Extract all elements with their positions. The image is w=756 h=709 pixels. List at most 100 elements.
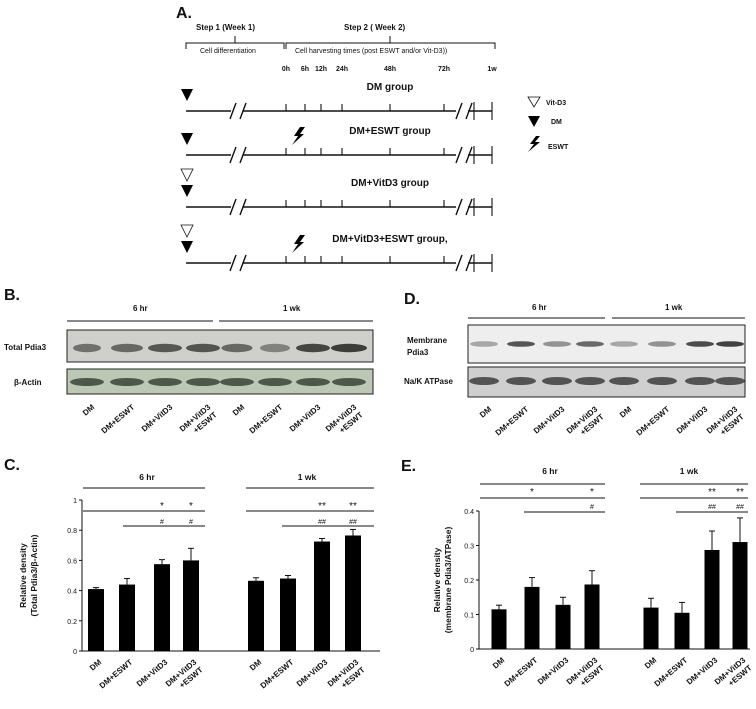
step2-label: Step 2 ( Week 2) — [344, 23, 406, 32]
filled-triangle-icon — [181, 89, 193, 101]
blot-band-pdia3 — [73, 343, 101, 353]
step2-bracket — [285, 36, 496, 49]
x-tick-label-line: DM — [88, 657, 104, 672]
step1-bracket — [185, 36, 285, 49]
lane-label-line: DM+VitD3 — [675, 404, 710, 435]
group-label: DM+VitD3+ESWT group, — [332, 234, 448, 245]
bar — [674, 612, 690, 649]
timepoint-label: 1w — [487, 66, 497, 73]
significance-hash: ## — [736, 504, 744, 511]
y-tick-label: 0 — [470, 647, 474, 654]
open-triangle-icon — [180, 168, 194, 182]
panel-e: E. 0 0.1 0.2 0.3 0.4 Relative density(membran… — [401, 458, 754, 694]
axis-break-mark — [239, 146, 247, 164]
y-tick-label: 1 — [73, 498, 77, 505]
axis-break-mark — [465, 254, 473, 272]
blot-band-atpase — [542, 377, 572, 385]
blot-b-row-label-pdia3: Total Pdia3 — [4, 343, 47, 352]
period-label: 1 wk — [680, 466, 699, 476]
lane-label: DM+VitD3+ESWT — [565, 404, 606, 443]
panel-b: B. 6 hr 1 wk Total Pdia3 β-Actin DM DM+ES… — [4, 287, 374, 441]
significance-hash: # — [590, 504, 594, 511]
x-tick-label: DM+VitD3 — [295, 657, 330, 688]
x-tick-label: DM+VitD3+ESWT — [713, 655, 754, 694]
y-tick-label: 0.8 — [67, 528, 77, 535]
harvesting-label: Cell harvesting times (post ESWT and/or … — [295, 48, 447, 55]
blot-d-bands — [469, 341, 745, 385]
blot-band-pdia3 — [716, 341, 744, 347]
significance-star: ** — [318, 501, 326, 512]
blot-band-atpase — [469, 377, 499, 385]
axis-break-mark — [229, 254, 237, 272]
blot-band-pdia3 — [148, 343, 182, 353]
lightning-icon — [528, 136, 540, 152]
y-tick-label: 0.6 — [67, 558, 77, 565]
blot-band-pdia3 — [111, 343, 143, 353]
blot-band-pdia3 — [296, 343, 330, 353]
panel-b-label: B. — [4, 287, 20, 304]
timepoint-label: 0h — [282, 66, 290, 73]
filled-triangle-icon — [181, 241, 193, 253]
lane-label-line: DM+ESWT — [494, 405, 531, 438]
period-label: 6 hr — [542, 466, 558, 476]
group-label: DM+VitD3 group — [351, 178, 429, 189]
x-tick-label: DM+VitD3+ESWT — [164, 657, 205, 696]
y-axis-label-line: Relative density — [18, 543, 28, 608]
axis-break-mark — [455, 146, 463, 164]
significance-hash: # — [160, 519, 164, 526]
bar — [248, 580, 264, 651]
lane-label: DM+ESWT — [248, 403, 285, 436]
y-axis-label-line: (membrane Pdia3/ATPase) — [443, 527, 453, 634]
blot-band-pdia3 — [507, 341, 535, 347]
timepoint-labels: 0h 6h 12h 24h 48h 72h 1w — [282, 66, 497, 73]
axis-break-mark — [455, 254, 463, 272]
axis-break-mark — [239, 198, 247, 216]
lane-label: DM+VitD3 — [532, 404, 567, 435]
panel-c: C. 0 0.2 0.4 0.6 0.8 1 Relative density(Total … — [4, 457, 380, 696]
lane-label-line: DM+VitD3 — [532, 404, 567, 435]
panel-c-label: C. — [4, 457, 20, 474]
lightning-icon — [292, 235, 305, 253]
blot-band-pdia3 — [648, 341, 676, 347]
filled-triangle-icon — [181, 133, 193, 145]
blot-band-atpase — [609, 377, 639, 385]
lane-label: DM — [618, 404, 634, 419]
blot-d-row-label-pdia3: Membrane Pdia3 — [407, 336, 449, 357]
group-label: DM+ESWT group — [349, 126, 430, 137]
bar — [345, 535, 361, 651]
panel-e-label: E. — [401, 458, 416, 475]
x-tick-label-line: DM — [248, 657, 264, 672]
axis-break-mark — [239, 102, 247, 120]
bar — [732, 542, 748, 649]
x-tick-label: DM — [491, 655, 507, 670]
blot-band-actin — [70, 378, 104, 386]
bar — [119, 584, 135, 651]
blot-band-pdia3 — [470, 341, 498, 347]
lightning-icon — [292, 127, 305, 145]
timepoint-label: 24h — [336, 66, 348, 73]
x-tick-label-line: DM+VitD3 — [295, 657, 330, 688]
step1-label: Step 1 (Week 1) — [196, 23, 255, 32]
blot-d-row-label-atpase: Na/K ATPase — [404, 377, 453, 386]
axis-break-mark — [455, 102, 463, 120]
significance-star: ** — [349, 501, 357, 512]
x-tick-label-line: DM+ESWT — [653, 656, 690, 689]
blot-d-period-1wk: 1 wk — [665, 303, 683, 312]
lane-label: DM+ESWT — [494, 405, 531, 438]
blot-band-actin — [258, 378, 292, 386]
timeline-3: DM+VitD3 group — [180, 168, 493, 216]
period-label: 1 wk — [298, 472, 317, 482]
y-tick-label: 0.1 — [464, 613, 474, 620]
significance-star: * — [590, 487, 594, 498]
lane-label: DM+VitD3+ESWT — [324, 402, 365, 441]
blot-d-row-label-line1: Membrane — [407, 336, 448, 345]
chart-e: 0 0.1 0.2 0.3 0.4 Relative density(membrane P… — [432, 466, 754, 694]
lane-label-line: DM — [478, 404, 494, 419]
significance-star: * — [160, 501, 164, 512]
timeline-2: DM+ESWT group — [181, 126, 493, 164]
lane-label-line: DM+ESWT — [248, 403, 285, 436]
bar — [704, 549, 720, 649]
period-label: 6 hr — [139, 472, 155, 482]
lane-label-line: DM — [81, 402, 97, 417]
y-tick-label: 0 — [73, 649, 77, 656]
